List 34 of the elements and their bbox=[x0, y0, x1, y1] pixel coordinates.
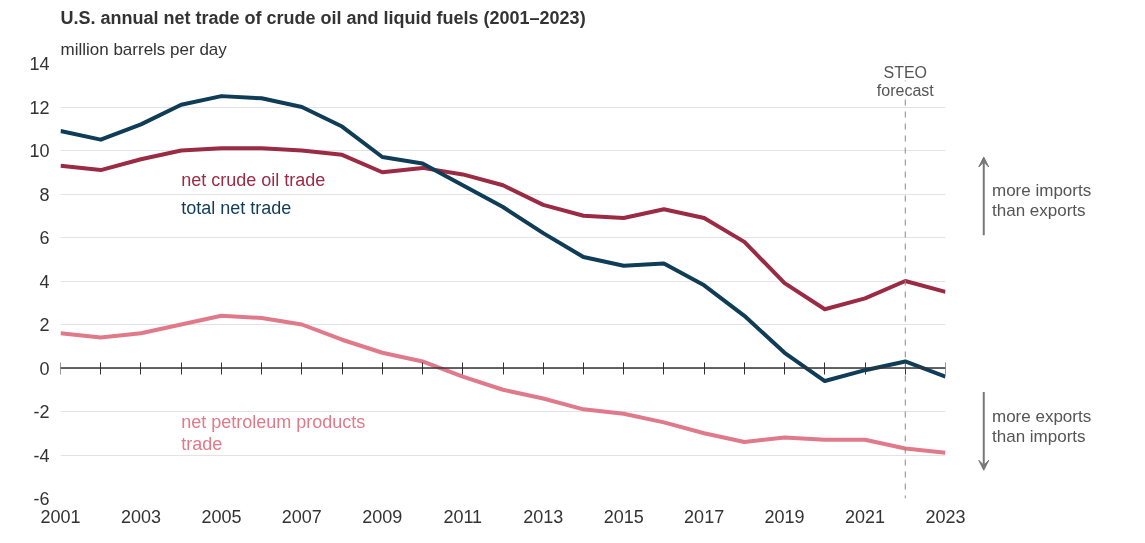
y-tick-label: 6 bbox=[39, 228, 50, 248]
ref-line-label: STEO forecast bbox=[876, 63, 935, 99]
x-tick-label: 2011 bbox=[443, 506, 483, 527]
x-tick-label: 2005 bbox=[201, 506, 242, 527]
y-tick-label: 14 bbox=[29, 54, 50, 74]
text: net petroleum products trade bbox=[181, 411, 366, 454]
chart-title: U.S. annual net trade of crude oil and liquid fuels (2001–2023) bbox=[60, 7, 586, 28]
x-tick-label: 2017 bbox=[684, 506, 725, 527]
x-tick-label: 2021 bbox=[845, 506, 886, 527]
line-series bbox=[60, 313, 946, 455]
y-tick-label: 8 bbox=[39, 184, 50, 205]
line-series bbox=[60, 146, 946, 312]
y-tick-label: 12 bbox=[29, 97, 50, 118]
line-series bbox=[60, 94, 946, 384]
y-tick-label: 0 bbox=[39, 358, 50, 379]
series-label: net crude oil trade bbox=[181, 170, 326, 191]
y-tick-label: 2 bbox=[39, 315, 50, 335]
y-tick-label: 10 bbox=[29, 141, 50, 161]
x-tick-label: 2007 bbox=[281, 506, 322, 527]
y-tick-label: -4 bbox=[33, 445, 50, 466]
x-tick-label: 2013 bbox=[523, 506, 564, 527]
text: more imports than exports bbox=[992, 181, 1092, 221]
y-axis-title: million barrels per day bbox=[60, 39, 228, 59]
text: more exports than imports bbox=[992, 407, 1092, 447]
x-tick-label: 2003 bbox=[120, 506, 161, 527]
y-tick-label: 4 bbox=[39, 271, 50, 292]
y-tick-label: -2 bbox=[33, 402, 50, 422]
x-tick-label: 2023 bbox=[925, 506, 966, 527]
x-tick-label: 2001 bbox=[40, 506, 81, 527]
x-tick-label: 2019 bbox=[764, 506, 805, 527]
x-tick-label: 2009 bbox=[362, 506, 403, 527]
y-tick-label: -6 bbox=[33, 489, 50, 509]
x-tick-label: 2015 bbox=[603, 506, 644, 527]
text: total net trade bbox=[181, 198, 292, 219]
